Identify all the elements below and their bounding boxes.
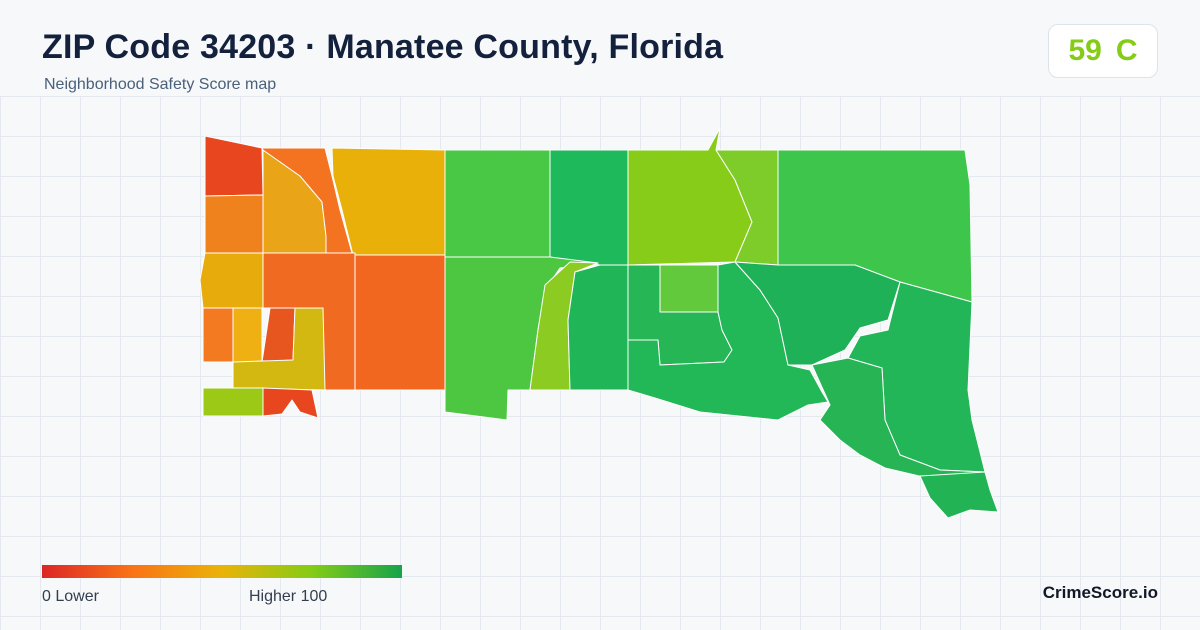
region-south-east-tip[interactable] (919, 471, 999, 519)
legend-max-label: Higher 100 (249, 588, 328, 605)
safety-score-grade: C (1115, 34, 1138, 67)
legend-min-label: 0 Lower (42, 588, 99, 605)
region-east[interactable] (734, 261, 901, 366)
safety-score-badge: 59 C (1048, 24, 1158, 78)
region-west-mid[interactable] (199, 252, 264, 309)
brand-logo-text[interactable]: CrimeScore.io (1042, 583, 1158, 602)
region-north-center[interactable] (444, 149, 551, 258)
region-central-west-inner[interactable] (261, 307, 296, 363)
score-legend-gradient (42, 565, 402, 578)
region-north-central-west[interactable] (331, 147, 446, 256)
region-north-east-strip[interactable] (627, 127, 753, 266)
region-nw-corner[interactable] (204, 135, 264, 197)
region-west-lower-inner[interactable] (232, 307, 263, 363)
region-central[interactable] (354, 254, 446, 391)
page-subtitle: Neighborhood Safety Score map (44, 76, 277, 93)
region-west-lower[interactable] (202, 307, 234, 363)
region-west-upper[interactable] (204, 194, 264, 254)
region-north-center-east[interactable] (549, 149, 629, 266)
region-center-east-inner[interactable] (659, 264, 719, 313)
page-title: ZIP Code 34203 · Manatee County, Florida (42, 28, 724, 66)
safety-score-value: 59 (1068, 34, 1102, 67)
region-center-east[interactable] (567, 264, 629, 391)
region-south-notch[interactable] (262, 387, 319, 419)
region-sw-corner[interactable] (202, 387, 264, 417)
